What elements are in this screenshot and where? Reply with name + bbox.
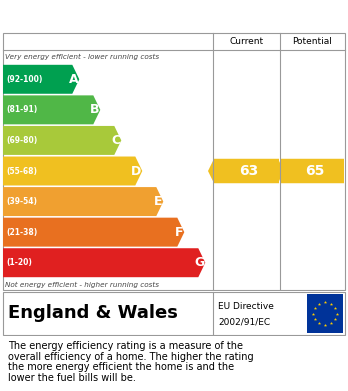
Text: (81-91): (81-91) bbox=[6, 105, 37, 114]
Text: E: E bbox=[154, 195, 162, 208]
Text: Not energy efficient - higher running costs: Not energy efficient - higher running co… bbox=[5, 282, 159, 288]
Text: G: G bbox=[194, 256, 204, 269]
Text: EU Directive: EU Directive bbox=[218, 302, 274, 311]
Text: (21-38): (21-38) bbox=[6, 228, 37, 237]
Bar bbox=[307, 294, 343, 333]
Text: (1-20): (1-20) bbox=[6, 258, 32, 267]
Polygon shape bbox=[275, 159, 344, 183]
Text: 63: 63 bbox=[239, 164, 258, 178]
Text: (39-54): (39-54) bbox=[6, 197, 37, 206]
Text: (55-68): (55-68) bbox=[6, 167, 37, 176]
Polygon shape bbox=[3, 65, 79, 94]
Text: Very energy efficient - lower running costs: Very energy efficient - lower running co… bbox=[5, 54, 159, 60]
Text: Energy Efficiency Rating: Energy Efficiency Rating bbox=[8, 9, 229, 23]
Polygon shape bbox=[3, 187, 163, 216]
Text: (92-100): (92-100) bbox=[6, 75, 42, 84]
Text: Current: Current bbox=[229, 36, 263, 45]
Text: Potential: Potential bbox=[293, 36, 332, 45]
Polygon shape bbox=[208, 159, 279, 183]
Polygon shape bbox=[3, 248, 205, 277]
Text: 2002/91/EC: 2002/91/EC bbox=[218, 317, 270, 326]
Text: the more energy efficient the home is and the: the more energy efficient the home is an… bbox=[8, 362, 234, 372]
Polygon shape bbox=[3, 218, 184, 247]
Polygon shape bbox=[3, 95, 100, 124]
Polygon shape bbox=[3, 126, 121, 155]
Text: D: D bbox=[131, 165, 141, 178]
Text: lower the fuel bills will be.: lower the fuel bills will be. bbox=[8, 373, 136, 383]
Text: F: F bbox=[175, 226, 183, 239]
Text: (69-80): (69-80) bbox=[6, 136, 37, 145]
Text: B: B bbox=[90, 103, 99, 117]
Text: England & Wales: England & Wales bbox=[8, 305, 178, 323]
Text: overall efficiency of a home. The higher the rating: overall efficiency of a home. The higher… bbox=[8, 352, 254, 362]
Text: C: C bbox=[111, 134, 120, 147]
Text: 65: 65 bbox=[305, 164, 324, 178]
Text: A: A bbox=[69, 73, 78, 86]
Polygon shape bbox=[3, 156, 142, 185]
Text: The energy efficiency rating is a measure of the: The energy efficiency rating is a measur… bbox=[8, 341, 243, 351]
